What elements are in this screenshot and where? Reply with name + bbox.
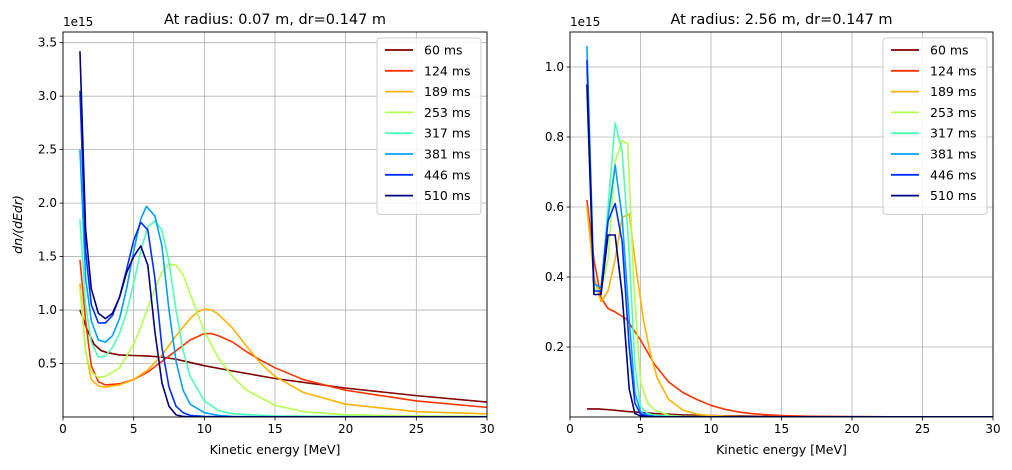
- chart-panel-1: 0 5 10 15 20 25 30 0.5 1.0 1.5 2.0 2.5 3.0 3.5 At radi…: [10, 12, 495, 457]
- y-tick-label: 0.6: [545, 200, 564, 214]
- x-tick-label: 5: [130, 422, 138, 436]
- legend-label: 189 ms: [930, 84, 977, 99]
- legend-label: 189 ms: [424, 84, 471, 99]
- x-tick-label: 25: [915, 422, 930, 436]
- y-offset-label: 1e15: [63, 15, 93, 29]
- x-tick-label: 15: [774, 422, 789, 436]
- x-tick-label: 20: [338, 422, 353, 436]
- legend-box: [882, 37, 988, 215]
- axes-frame: [569, 31, 994, 418]
- x-tick-label: 20: [844, 422, 859, 436]
- y-tick-label: 3.0: [38, 89, 57, 103]
- x-tick-label: 15: [267, 422, 282, 436]
- series-line-253-ms: [79, 263, 487, 417]
- legend-label: 253 ms: [424, 105, 471, 120]
- x-tick-label: 10: [703, 422, 718, 436]
- series-line-124-ms: [79, 259, 487, 409]
- y-tick-label: 1.5: [38, 250, 57, 264]
- legend-label: 60 ms: [930, 43, 969, 58]
- y-tick-label: 0.5: [38, 357, 57, 371]
- legend-label: 317 ms: [424, 126, 471, 141]
- y-tick-label: 3.5: [38, 36, 57, 50]
- legend-label: 60 ms: [424, 43, 463, 58]
- y-tick-label: 2.0: [38, 196, 57, 210]
- series-line-60-ms: [79, 309, 487, 403]
- legend-label: 124 ms: [424, 63, 471, 78]
- legend-label: 381 ms: [424, 147, 471, 162]
- y-tick-label: 1.0: [545, 60, 564, 74]
- legend-label: 446 ms: [930, 167, 977, 182]
- legend-label: 446 ms: [424, 167, 471, 182]
- x-axis-label: Kinetic energy [MeV]: [210, 442, 341, 457]
- series-line-317-ms: [79, 219, 487, 417]
- y-tick-label: 0.2: [545, 340, 564, 354]
- axes-frame: [62, 31, 488, 418]
- legend-label: 253 ms: [930, 105, 977, 120]
- x-tick-label: 0: [566, 422, 574, 436]
- y-tick-label: 2.5: [38, 143, 57, 157]
- x-tick-label: 30: [985, 422, 1000, 436]
- x-axis-label: Kinetic energy [MeV]: [716, 442, 847, 457]
- y-tick-label: 0.8: [545, 130, 564, 144]
- legend-label: 510 ms: [424, 188, 471, 203]
- legend-box: [376, 37, 482, 215]
- x-tick-label: 5: [637, 422, 645, 436]
- x-tick-label: 30: [479, 422, 494, 436]
- legend-label: 510 ms: [930, 188, 977, 203]
- legend-label: 381 ms: [930, 147, 977, 162]
- y-axis-label: dn/(dEdr): [10, 195, 25, 254]
- chart-title: At radius: 2.56 m, dr=0.147 m: [670, 12, 892, 28]
- legend-label: 317 ms: [930, 126, 977, 141]
- chart-panel-2: 0 5 10 15 20 25 30 0.2 0.4 0.6 0.8 1.0 At radius: 2.…: [545, 12, 1001, 457]
- y-offset-label: 1e15: [570, 15, 600, 29]
- x-tick-label: 25: [409, 422, 424, 436]
- y-tick-label: 0.4: [545, 270, 564, 284]
- x-tick-label: 10: [197, 422, 212, 436]
- chart-title: At radius: 0.07 m, dr=0.147 m: [164, 12, 386, 28]
- x-tick-label: 0: [59, 422, 67, 436]
- y-tick-label: 1.0: [38, 303, 57, 317]
- legend: 60 ms 124 ms 189 ms 253 ms 317 ms 381 ms 446 m…: [376, 37, 482, 215]
- legend: 60 ms 124 ms 189 ms 253 ms 317 ms 381 ms 446 m…: [882, 37, 988, 215]
- legend-label: 124 ms: [930, 63, 977, 78]
